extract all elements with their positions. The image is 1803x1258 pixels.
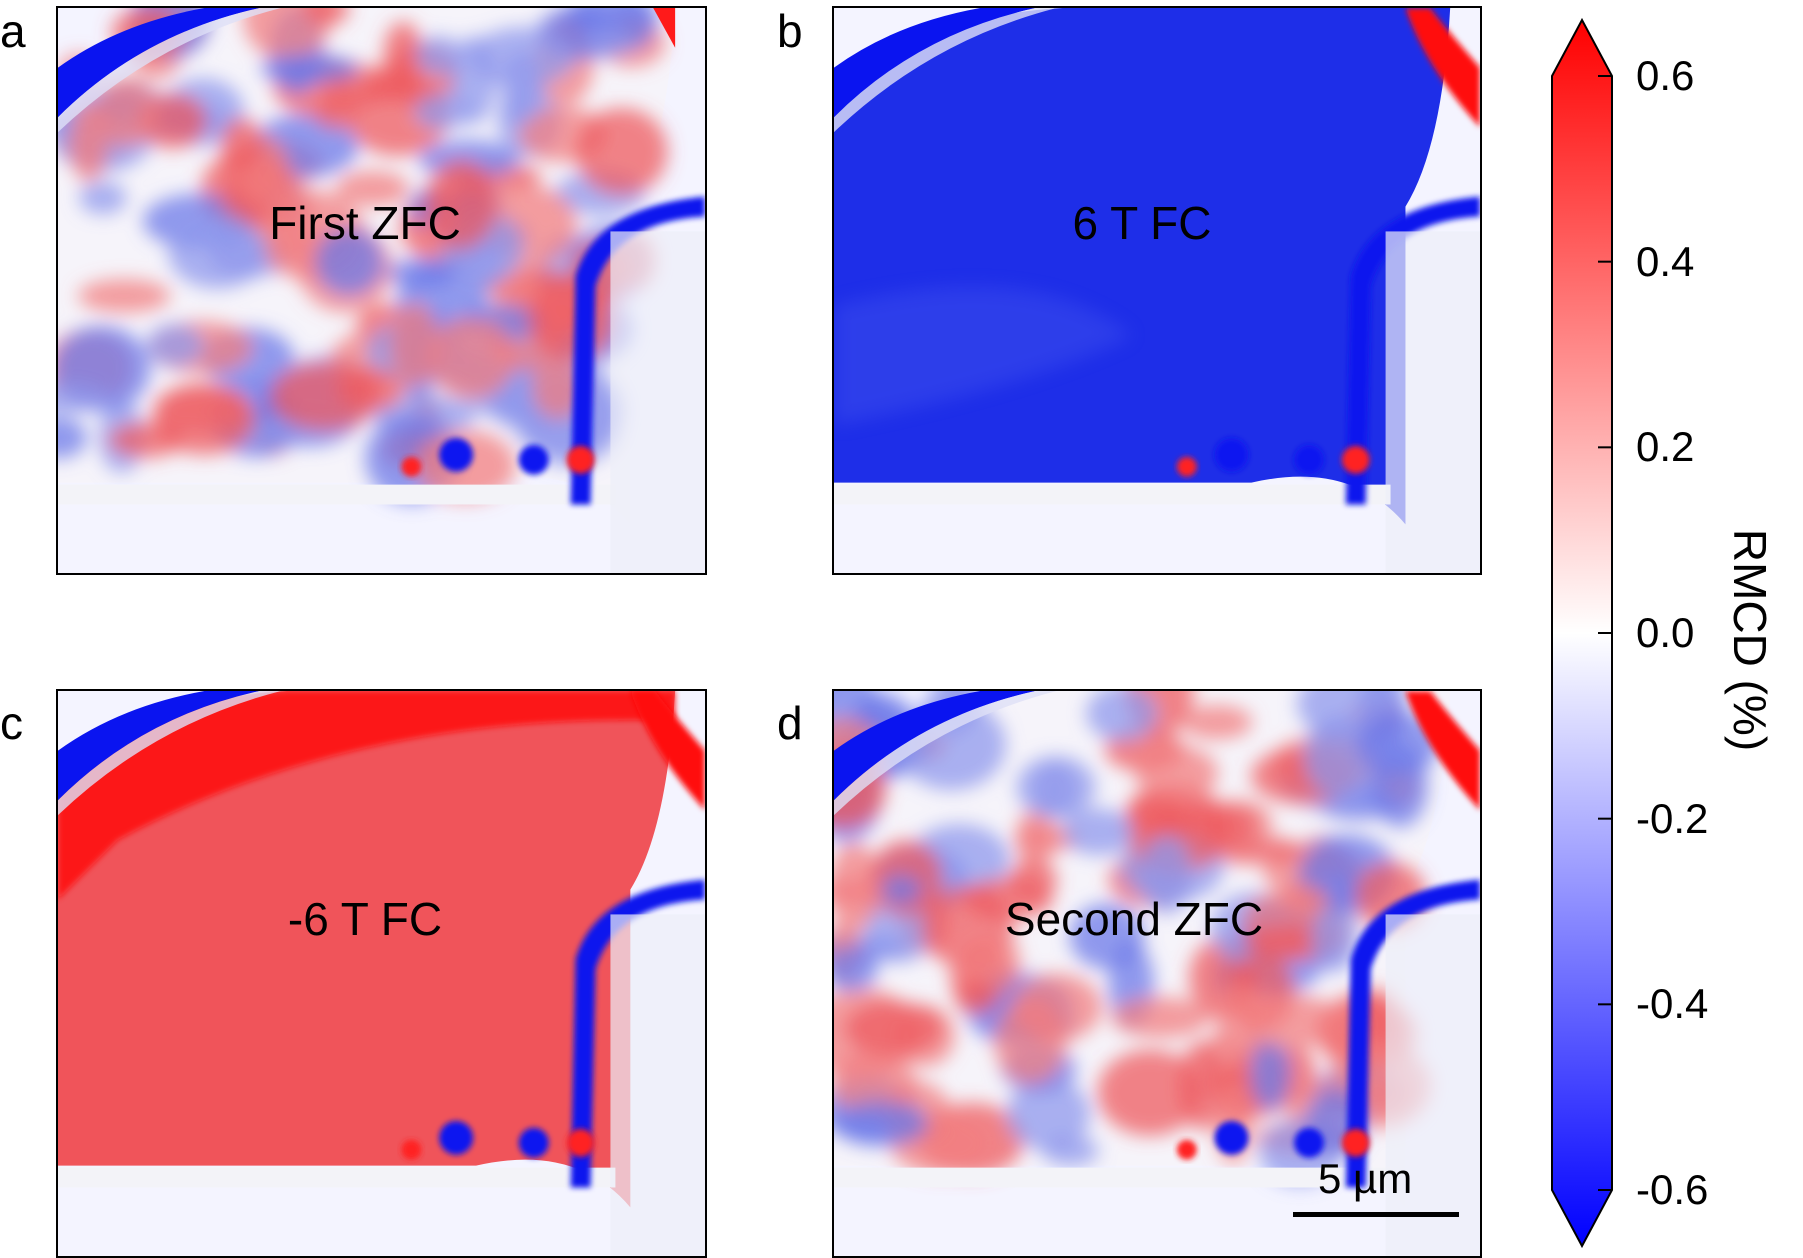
rmcd-map-6t-fc (832, 6, 1482, 575)
rmcd-map-second-zfc (832, 689, 1482, 1258)
colorbar-tick-label: 0.4 (1636, 237, 1695, 285)
colorbar-tick-label: 0.0 (1636, 609, 1695, 656)
colorbar-tick-label: 0.2 (1636, 423, 1695, 471)
panel-letter-a: a (0, 5, 26, 57)
colorbar-tick-label: -0.6 (1636, 1166, 1709, 1213)
panel-label-a: First ZFC (269, 197, 461, 249)
rmcd-map-first-zfc (56, 6, 707, 575)
colorbar (1551, 18, 1613, 1248)
panel-label-c: -6 T FC (287, 893, 443, 945)
scalebar-label: 5 µm (1318, 1155, 1413, 1202)
colorbar-tick-label: -0.2 (1636, 794, 1709, 842)
colorbar-tick-label: -0.4 (1636, 980, 1709, 1028)
colorbar-label: RMCD (%) (1724, 528, 1776, 752)
panel-letter-d: d (777, 697, 803, 749)
rmcd-map-minus6t-fc (56, 689, 707, 1258)
panel-letter-b: b (777, 5, 803, 57)
colorbar-tick-label: 0.6 (1636, 52, 1695, 99)
panel-letter-c: c (0, 697, 23, 749)
panel-label-d: Second ZFC (1004, 893, 1264, 945)
scalebar-line (1293, 1212, 1459, 1217)
panel-label-b: 6 T FC (1072, 197, 1212, 249)
